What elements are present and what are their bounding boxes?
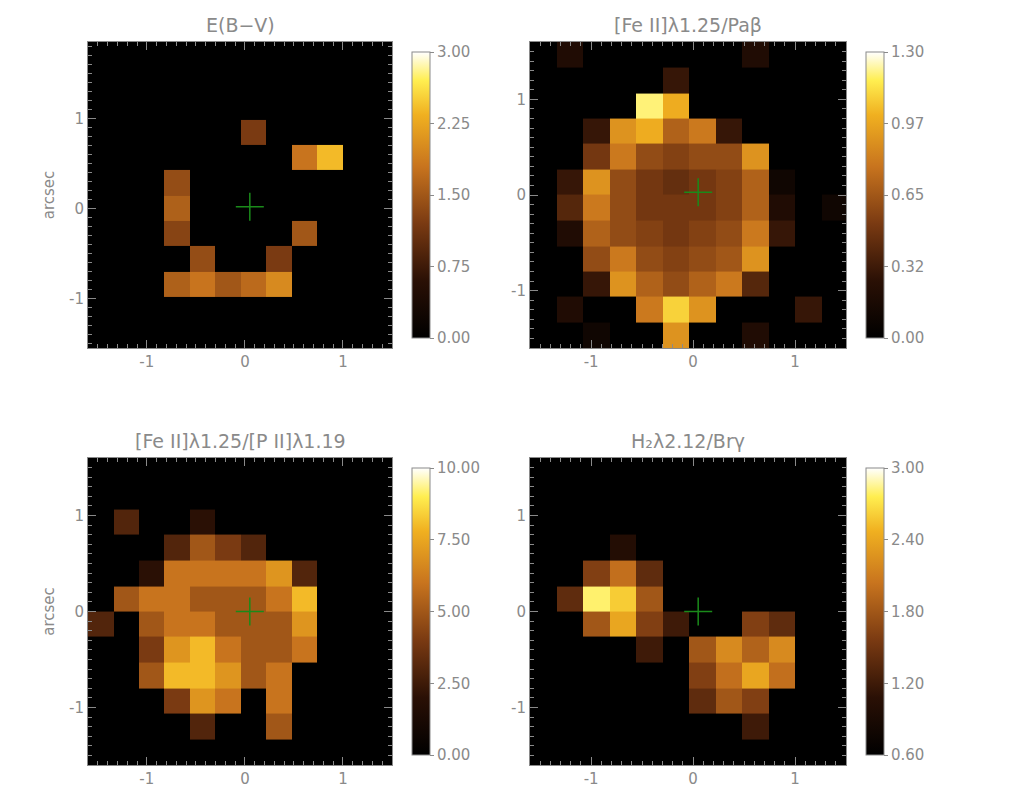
svg-text:1.80: 1.80	[891, 603, 924, 621]
svg-text:1: 1	[74, 110, 84, 128]
svg-text:0: 0	[688, 770, 698, 788]
svg-text:0: 0	[74, 200, 84, 218]
svg-text:0: 0	[240, 770, 250, 788]
svg-text:-1: -1	[584, 770, 599, 788]
svg-text:-1: -1	[69, 699, 84, 717]
svg-text:0: 0	[240, 353, 250, 371]
svg-text:0: 0	[516, 603, 526, 621]
svg-text:E(B−V): E(B−V)	[206, 14, 275, 36]
svg-text:0.00: 0.00	[437, 746, 470, 764]
svg-text:1: 1	[338, 353, 348, 371]
svg-text:0.00: 0.00	[437, 329, 470, 347]
svg-text:-1: -1	[511, 699, 526, 717]
svg-text:2.25: 2.25	[437, 115, 470, 133]
svg-text:0.32: 0.32	[891, 258, 924, 276]
svg-text:arcsec: arcsec	[40, 587, 58, 636]
svg-text:0: 0	[516, 186, 526, 204]
svg-text:H₂λ2.12/Brγ: H₂λ2.12/Brγ	[631, 430, 745, 452]
svg-text:1: 1	[338, 770, 348, 788]
svg-text:3.00: 3.00	[437, 43, 470, 61]
svg-text:1.30: 1.30	[891, 43, 924, 61]
svg-text:1.20: 1.20	[891, 675, 924, 693]
svg-text:-1: -1	[139, 770, 154, 788]
svg-text:0: 0	[74, 603, 84, 621]
svg-text:-1: -1	[511, 282, 526, 300]
svg-text:-1: -1	[584, 353, 599, 371]
svg-text:0.00: 0.00	[891, 329, 924, 347]
svg-text:[Fe II]λ1.25/Paβ: [Fe II]λ1.25/Paβ	[614, 14, 762, 36]
svg-text:1: 1	[516, 91, 526, 109]
svg-text:-1: -1	[139, 353, 154, 371]
svg-text:5.00: 5.00	[437, 603, 470, 621]
svg-text:-1: -1	[69, 290, 84, 308]
svg-text:1: 1	[790, 770, 800, 788]
svg-text:[Fe II]λ1.25/[P II]λ1.19: [Fe II]λ1.25/[P II]λ1.19	[135, 430, 346, 452]
svg-text:2.40: 2.40	[891, 531, 924, 549]
svg-text:arcsec: arcsec	[40, 171, 58, 220]
svg-text:7.50: 7.50	[437, 531, 470, 549]
svg-text:2.50: 2.50	[437, 675, 470, 693]
svg-text:1.50: 1.50	[437, 186, 470, 204]
svg-text:0: 0	[688, 353, 698, 371]
svg-text:0.75: 0.75	[437, 258, 470, 276]
svg-text:3.00: 3.00	[891, 459, 924, 477]
svg-text:10.00: 10.00	[437, 459, 480, 477]
svg-text:0.97: 0.97	[891, 115, 924, 133]
svg-text:1: 1	[790, 353, 800, 371]
svg-text:0.65: 0.65	[891, 186, 924, 204]
svg-text:1: 1	[516, 507, 526, 525]
svg-text:0.60: 0.60	[891, 746, 924, 764]
svg-text:1: 1	[74, 507, 84, 525]
